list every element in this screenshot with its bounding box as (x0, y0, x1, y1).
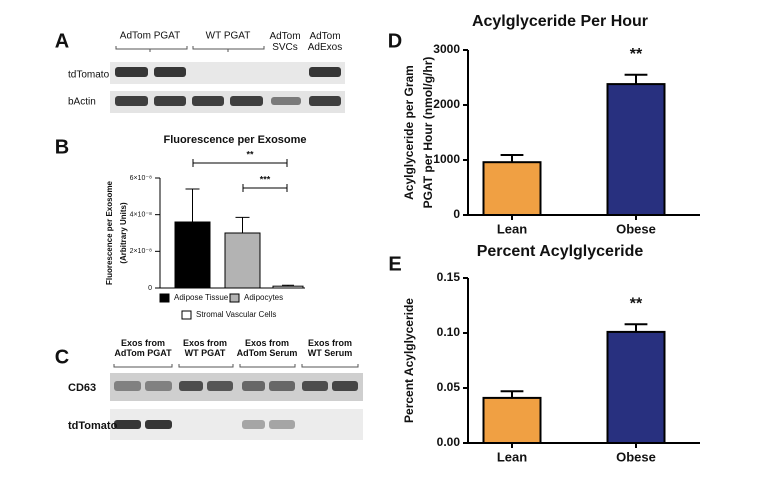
significance-bracket (242, 184, 288, 192)
column-label: AdTom AdExos (308, 31, 342, 53)
y-tick-label: 0 (453, 207, 460, 221)
error-bar (624, 323, 648, 332)
bar (482, 161, 542, 216)
y-axis-label: Percent Acylglyceride (402, 298, 416, 423)
bar (606, 83, 666, 216)
bracket (239, 364, 296, 368)
bar (606, 330, 666, 444)
bar (174, 221, 211, 289)
column-label: Exos from AdTom Serum (237, 338, 298, 358)
row-label: tdTomato (68, 420, 118, 432)
significance-bracket (192, 159, 288, 167)
blot-band (242, 420, 265, 429)
error-bar (235, 216, 250, 233)
blot-band (115, 96, 148, 106)
error-bar (624, 73, 648, 85)
panel-letter: A (55, 30, 69, 52)
bracket (301, 364, 359, 368)
y-tick-label: 2×10⁻⁸ (130, 248, 152, 255)
blot-band (179, 381, 203, 391)
panel-letter: D (388, 30, 402, 52)
significance: *** (260, 174, 271, 184)
blot-band (115, 67, 148, 77)
blot-band (309, 67, 341, 77)
column-label: Exos from WT Serum (308, 338, 353, 358)
chart-title: Fluorescence per Exosome (163, 134, 306, 146)
bracket (115, 46, 188, 52)
significance: ** (630, 46, 643, 63)
error-bar (500, 154, 524, 163)
blot-band (271, 97, 301, 105)
y-tick-label: 0.00 (437, 435, 461, 449)
y-tick-label: 1000 (433, 152, 460, 166)
blot-band (154, 96, 186, 106)
bracket (192, 46, 265, 52)
significance: ** (630, 295, 643, 312)
legend-label: Adipocytes (244, 293, 283, 302)
blot-band (192, 96, 224, 106)
y-axis-label: PGAT per Hour (nmol/g/hr) (421, 57, 435, 209)
error-bar (185, 188, 200, 222)
blot-band (114, 381, 141, 391)
chart-title: Percent Acylglyceride (477, 243, 644, 260)
blot-band (242, 381, 265, 391)
x-tick-label: Obese (616, 221, 656, 236)
y-axis-label: Fluorescence per Exosome (105, 180, 114, 285)
x-tick-label: Lean (497, 221, 527, 236)
column-label: WT PGAT (206, 31, 251, 42)
bar (224, 232, 261, 289)
legend-swatch (181, 310, 192, 320)
panel-letter: C (55, 346, 69, 368)
chart-title: Acylglyceride Per Hour (472, 13, 648, 30)
legend-label: Adipose Tissue (174, 293, 229, 302)
blot-band (114, 420, 141, 429)
significance: ** (246, 149, 254, 159)
row-label: tdTomato (68, 70, 110, 81)
legend-label: Stromal Vascular Cells (196, 310, 276, 319)
column-label: AdTom SVCs (269, 31, 300, 53)
blot-band (309, 96, 341, 106)
y-tick-label: 3000 (433, 42, 460, 56)
y-tick-label: 4×10⁻⁸ (130, 212, 152, 219)
y-tick-label: 0 (148, 285, 152, 292)
blot-band (145, 381, 172, 391)
column-label: Exos from WT PGAT (183, 338, 227, 358)
y-tick-label: 2000 (433, 97, 460, 111)
y-tick-label: 0.10 (437, 325, 461, 339)
x-tick-label: Lean (497, 449, 527, 464)
blot-band (207, 381, 233, 391)
column-label: AdTom PGAT (120, 31, 180, 42)
y-tick-label: 0.05 (437, 380, 461, 394)
y-tick-label: 0.15 (437, 270, 461, 284)
bracket (113, 364, 173, 368)
x-tick-label: Obese (616, 449, 656, 464)
blot-band (145, 420, 172, 429)
bar (272, 285, 304, 289)
blot-band (332, 381, 358, 391)
column-label: Exos from AdTom PGAT (114, 338, 172, 358)
y-tick-label: 6×10⁻⁸ (130, 175, 152, 182)
error-bar (500, 390, 524, 398)
blot-band (230, 96, 263, 106)
blot-band (302, 381, 328, 391)
panel-letter: E (388, 253, 401, 275)
blot-band (154, 67, 186, 77)
blot-band (269, 381, 295, 391)
bar (482, 396, 542, 444)
blot-band (269, 420, 295, 429)
bracket (178, 364, 234, 368)
row-label: bActin (68, 97, 96, 108)
error-bar (282, 284, 294, 287)
row-label: CD63 (68, 382, 96, 394)
y-axis-label: (Arbitrary Units) (119, 202, 128, 264)
legend-swatch (229, 293, 240, 303)
y-axis-label: Acylglyceride per Gram (402, 65, 416, 200)
legend-swatch (159, 293, 170, 303)
panel-letter: B (55, 136, 69, 158)
